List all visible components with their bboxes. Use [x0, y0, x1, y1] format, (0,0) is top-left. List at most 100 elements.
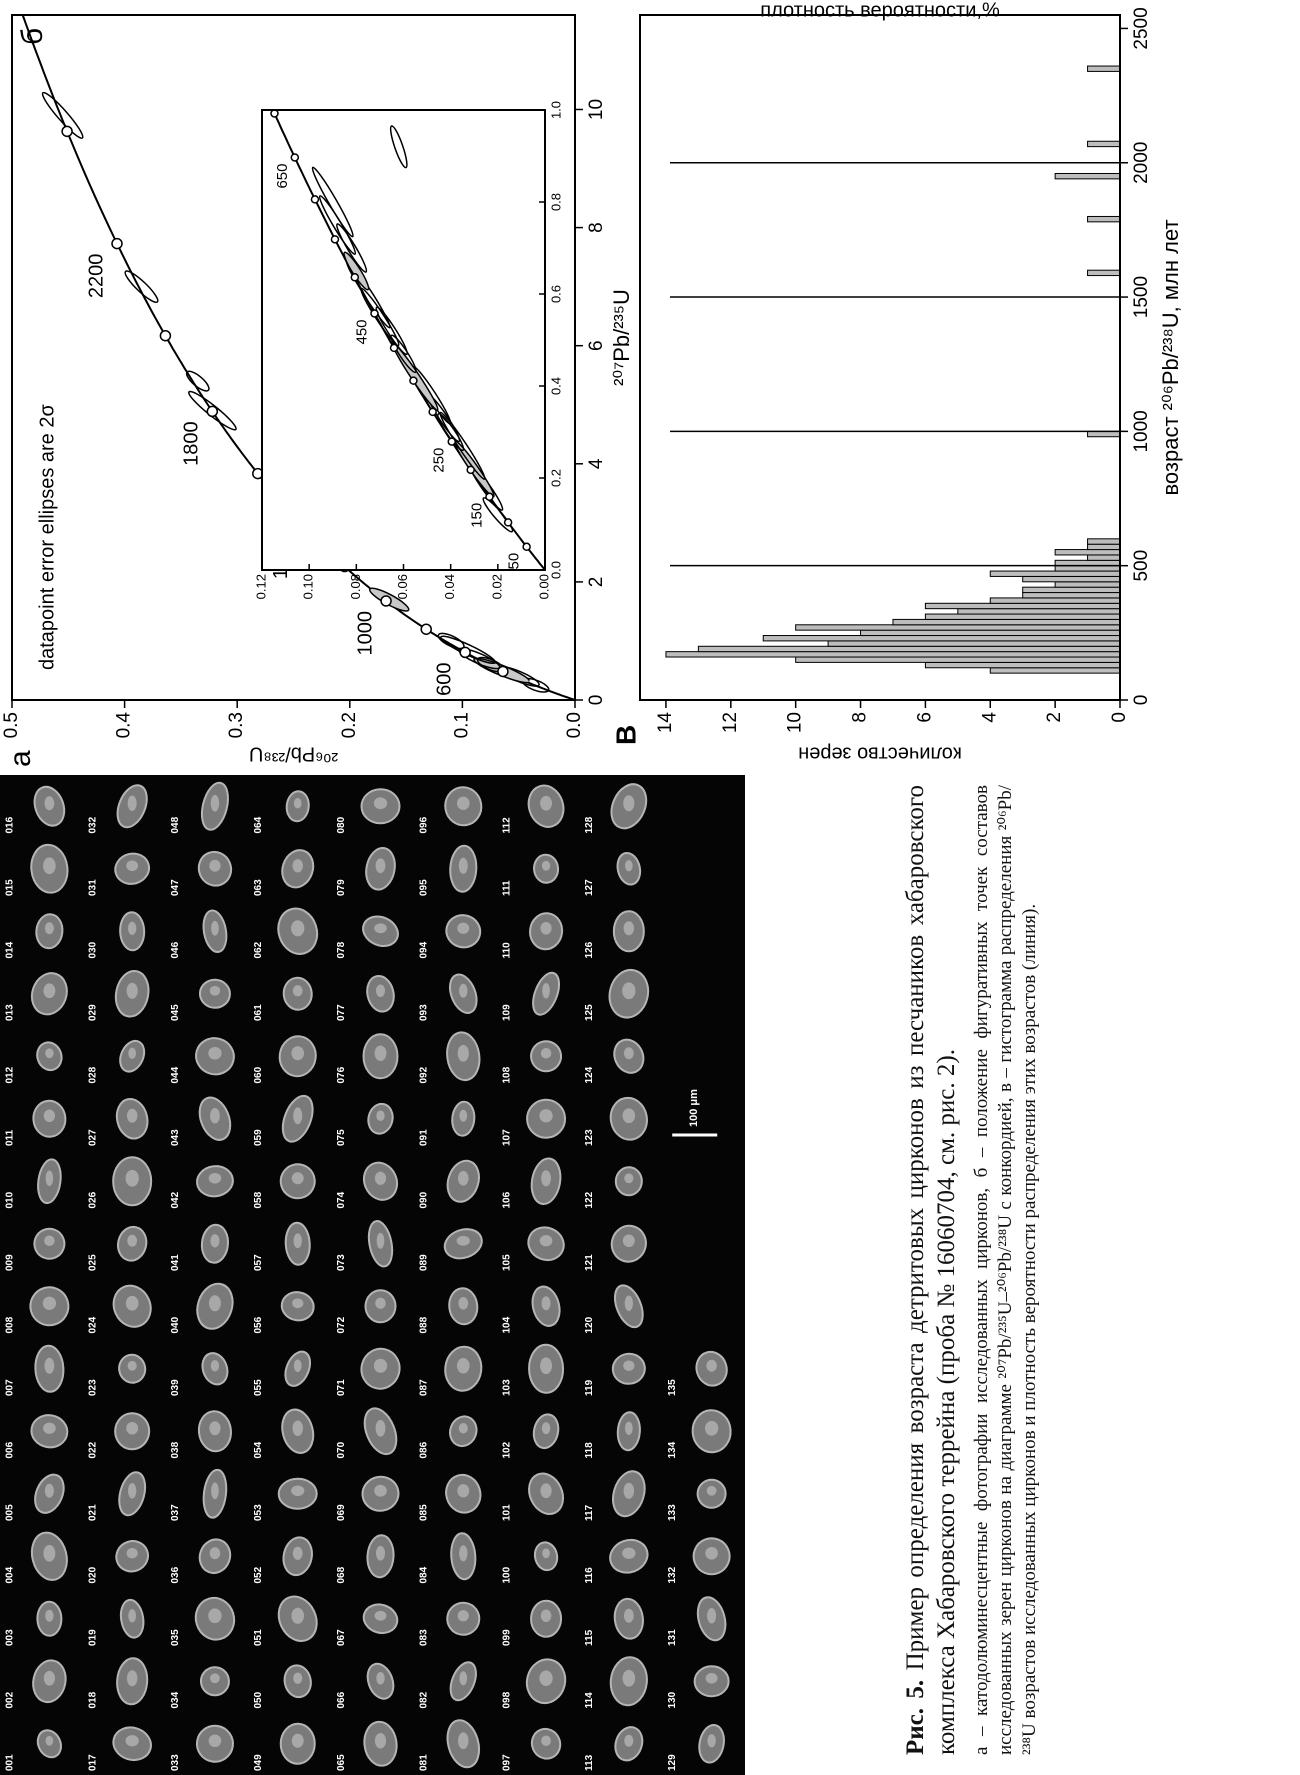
grain-label: 128	[584, 816, 595, 833]
zircon-core	[208, 1046, 222, 1060]
age-label: 50	[506, 553, 523, 570]
age-marker	[497, 665, 509, 678]
grain-label: 109	[501, 1004, 512, 1021]
grain-label: 049	[253, 1754, 264, 1771]
grain-label: 059	[253, 1129, 264, 1146]
histogram-bar	[795, 656, 1121, 663]
zircon-core	[541, 1422, 551, 1435]
zircon-core	[292, 1420, 303, 1436]
grain-label: 029	[87, 1004, 98, 1021]
zircon-core	[622, 1669, 636, 1687]
histogram-bar	[1022, 575, 1121, 583]
grain-label: 080	[336, 816, 347, 833]
grain-label: 113	[584, 1754, 595, 1771]
grain-label: 035	[170, 1629, 181, 1646]
grain-label: 103	[501, 1379, 512, 1396]
zircon-core	[43, 1670, 55, 1686]
y-tick-label: 10	[785, 712, 806, 733]
age-marker	[522, 542, 531, 552]
zircon-core	[208, 1608, 222, 1624]
grain-label: 120	[584, 1316, 595, 1333]
zircon-core	[376, 1671, 385, 1685]
grain-label: 126	[584, 941, 595, 958]
y-tick-label: 0.3	[226, 712, 247, 738]
grain-label: 072	[336, 1316, 347, 1333]
grain-label: 070	[336, 1441, 347, 1458]
zircon-core	[624, 1295, 634, 1311]
grain-label: 068	[336, 1566, 347, 1583]
grain-label: 102	[501, 1441, 512, 1458]
grain-label: 077	[336, 1004, 347, 1021]
grain-label: 009	[5, 1254, 16, 1271]
zircon-core	[210, 1360, 220, 1372]
age-label: 1800	[181, 421, 203, 466]
zircon-core	[705, 1546, 718, 1560]
grain-label: 050	[253, 1691, 264, 1708]
histogram-bar	[1087, 430, 1121, 438]
zircon-core	[623, 1482, 635, 1499]
grain-label: 094	[419, 941, 430, 958]
zircon-core	[211, 1482, 219, 1500]
zircon-core	[542, 983, 550, 999]
grain-label: 031	[87, 879, 98, 896]
zircon-core	[459, 1545, 468, 1562]
y-tick-label: 0.04	[442, 574, 457, 599]
error-ellipse	[375, 306, 408, 356]
grain-label: 016	[5, 816, 16, 833]
zircon-core	[126, 1548, 138, 1559]
age-label: 1000	[354, 611, 376, 656]
zircon-core	[624, 1734, 634, 1747]
grain-label: 063	[253, 879, 264, 896]
grain-label: 135	[667, 1379, 678, 1396]
zircon-core	[459, 983, 468, 998]
plot-frame	[639, 14, 1121, 701]
grain-label: 088	[419, 1316, 430, 1333]
zircon-core	[457, 1044, 469, 1062]
zircon-core	[125, 1169, 139, 1187]
grain-label: 042	[170, 1191, 181, 1208]
zircon-core	[293, 1359, 302, 1373]
zircon-core	[540, 1357, 553, 1375]
zircon-core	[540, 921, 552, 935]
zircon-core	[457, 922, 470, 934]
grain-label: 046	[170, 941, 181, 958]
histogram-bar	[957, 608, 1121, 615]
zircon-core	[126, 860, 139, 871]
x-tick-label: 1000	[1131, 410, 1152, 452]
zircon-core	[127, 1483, 137, 1499]
x-tick-label: 0.4	[548, 377, 563, 395]
zircon-core	[374, 1484, 387, 1497]
zircon-core	[458, 857, 468, 874]
zircon-core	[291, 920, 305, 937]
x-tick-label: 2500	[1131, 7, 1152, 49]
zircon-core	[375, 1545, 386, 1561]
grain-label: 097	[501, 1754, 512, 1771]
grain-label: 079	[336, 879, 347, 896]
histogram-bar	[1054, 172, 1121, 180]
zircon-core	[541, 1735, 551, 1746]
grain-label: 093	[419, 1004, 430, 1021]
age-label: 450	[353, 319, 370, 344]
zircon-core	[374, 1171, 387, 1185]
error-ellipse	[437, 412, 465, 452]
x-tick-label: 8	[586, 222, 607, 233]
grain-label: 044	[170, 1066, 181, 1083]
grain-label: 012	[5, 1066, 16, 1083]
zircon-core	[209, 859, 221, 872]
x-tick-label: 1.0	[548, 101, 563, 119]
annotation: datapoint error ellipses are 2σ	[36, 404, 58, 670]
zircon-core	[542, 1548, 550, 1559]
x-tick-label: 0	[586, 695, 607, 706]
zircon-core	[622, 1108, 636, 1124]
grain-label: 061	[253, 1004, 264, 1021]
error-ellipse	[336, 223, 368, 273]
zircon-core	[540, 1483, 552, 1499]
age-marker	[290, 153, 300, 162]
zircon-core	[375, 1297, 386, 1309]
age-marker	[485, 492, 494, 502]
grain-label: 015	[5, 879, 16, 896]
grain-label: 007	[5, 1379, 16, 1396]
